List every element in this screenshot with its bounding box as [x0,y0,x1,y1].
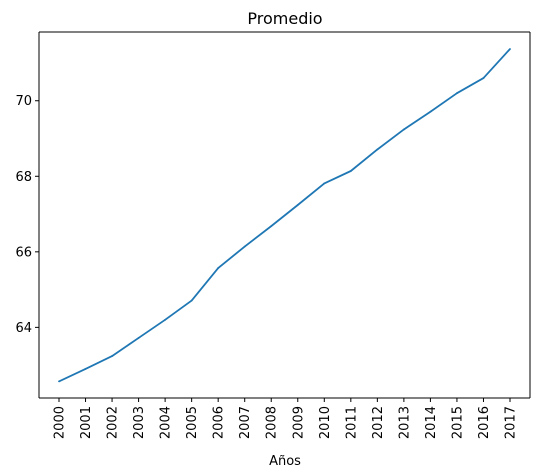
data-point [164,319,166,321]
data-point [483,77,485,79]
data-point [270,225,272,227]
data-point [297,204,299,206]
x-tick-label: 2000 [53,406,68,439]
data-point [509,48,511,50]
x-tick-label: 2012 [371,406,386,439]
data-point [350,170,352,172]
x-tick-label: 2001 [79,406,94,439]
data-point [191,300,193,302]
x-tick-label: 2003 [132,406,147,439]
data-point [217,267,219,269]
y-tick-label: 64 [15,321,32,336]
data-point [430,111,432,113]
y-tick-label: 66 [15,245,32,260]
data-point [244,246,246,248]
data-point [85,368,87,370]
x-tick-label: 2013 [397,406,412,439]
data-point [456,92,458,94]
x-tick-label: 2006 [212,406,227,439]
x-tick-label: 2014 [424,406,439,439]
x-tick-label: 2017 [504,406,519,439]
y-tick-label: 70 [15,94,32,109]
data-point [323,183,325,185]
data-point [58,380,60,382]
y-axis: 64 66 68 70 [15,94,39,336]
x-tick-label: 2011 [344,406,359,439]
x-tick-label: 2007 [238,406,253,439]
x-tick-label: 2015 [450,406,465,439]
data-point [403,129,405,131]
x-axis: 2000 2001 2002 2003 2004 2005 2006 2007 2008 2009… [53,398,519,439]
x-tick-label: 2010 [318,406,333,439]
x-tick-label: 2008 [265,406,280,439]
data-point [138,337,140,339]
x-tick-label: 2009 [291,406,306,439]
data-point [111,355,113,357]
chart-title: Promedio [247,9,322,28]
x-tick-label: 2016 [477,406,492,439]
x-tick-label: 2005 [185,406,200,439]
data-point [376,149,378,151]
x-axis-label: Años [269,454,301,469]
x-tick-label: 2004 [159,406,174,439]
y-tick-label: 68 [15,170,32,185]
x-tick-label: 2002 [106,406,121,439]
